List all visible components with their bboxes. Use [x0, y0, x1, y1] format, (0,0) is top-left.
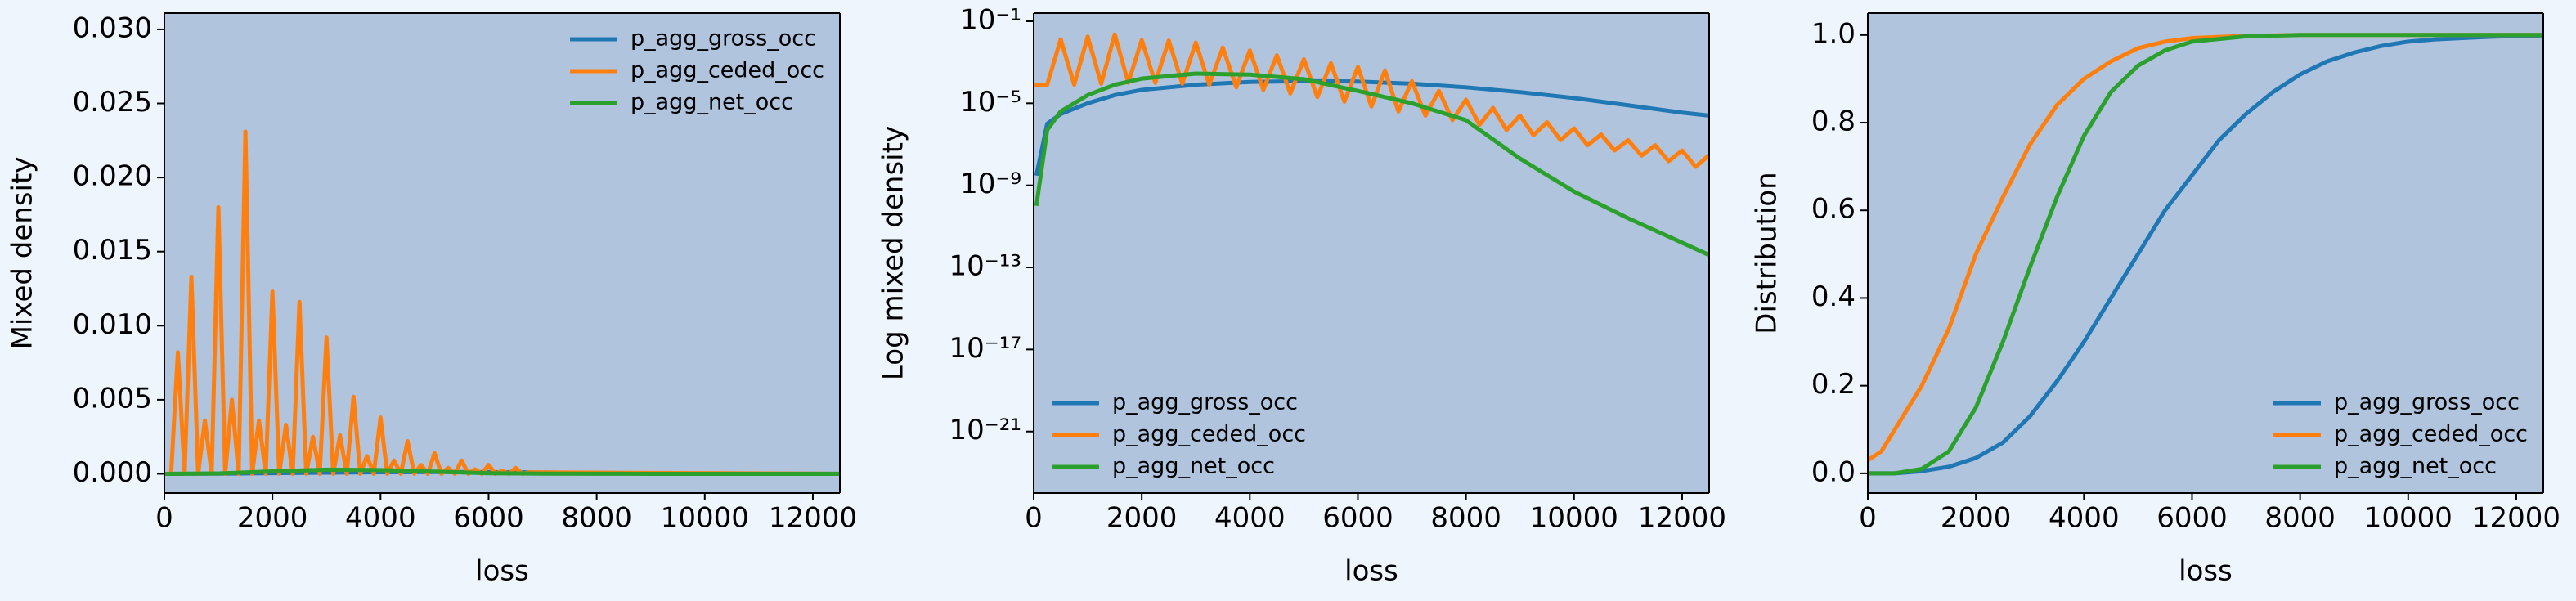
- x-tick-label: 0: [1025, 502, 1043, 535]
- y-tick-label: 0.6: [1811, 193, 1856, 226]
- y-tick-label: 0.015: [73, 234, 152, 267]
- y-tick-label: 0.005: [73, 382, 152, 415]
- x-tick-label: 2000: [1106, 502, 1178, 535]
- series-line: [164, 467, 840, 476]
- series-line: [164, 129, 840, 476]
- x-tick-label: 8000: [1430, 502, 1501, 535]
- legend-label: p_agg_net_occ: [1112, 454, 1275, 479]
- x-tick-label: 12000: [2472, 502, 2560, 535]
- legend-label: p_agg_net_occ: [631, 90, 793, 115]
- x-tick-label: 12000: [769, 502, 857, 535]
- y-tick-label: 10⁻¹: [960, 3, 1021, 36]
- legend: p_agg_gross_occ p_agg_ceded_occ p_agg_net_…: [1052, 390, 1306, 479]
- legend: p_agg_gross_occ p_agg_ceded_occ p_agg_net_…: [2273, 390, 2528, 479]
- x-tick-label: 4000: [2049, 502, 2120, 535]
- x-tick-label: 4000: [345, 502, 416, 535]
- series-line: [1868, 33, 2543, 476]
- plot-background: [1868, 13, 2543, 493]
- y-tick-label: 0.020: [73, 160, 152, 193]
- x-tick-label: 8000: [561, 502, 632, 535]
- subplot: 0 2000 4000 6000 8000 10000 12000 0.0 0.2 0.4 0.6 0…: [1751, 12, 2560, 588]
- x-tick-label: 0: [1859, 502, 1877, 535]
- series-line: [1034, 32, 1709, 169]
- x-tick-label: 12000: [1638, 502, 1726, 535]
- x-tick-label: 10000: [661, 502, 749, 535]
- series-line: [1034, 71, 1709, 258]
- x-axis-label: loss: [475, 555, 529, 588]
- y-tick-label: 10⁻⁹: [960, 168, 1021, 200]
- x-tick-label: 2000: [237, 502, 308, 535]
- subplot: 0 2000 4000 6000 8000 10000 12000 0.000 0.005 0.0…: [7, 11, 858, 587]
- y-tick-label: 0.010: [73, 308, 152, 341]
- x-tick-label: 2000: [1941, 502, 2012, 535]
- subplot: 0 2000 4000 6000 8000 10000 12000 10⁻¹ 10⁻⁵ 10⁻⁹ 1…: [877, 3, 1727, 587]
- y-tick-label: 0.2: [1811, 368, 1856, 401]
- y-tick-label: 0.000: [73, 456, 152, 489]
- y-tick-label: 10⁻¹⁷: [949, 332, 1021, 365]
- legend-label: p_agg_gross_occ: [1112, 390, 1298, 415]
- y-tick-label: 10⁻²¹: [949, 414, 1021, 446]
- legend-label: p_agg_ceded_occ: [1112, 422, 1306, 447]
- y-tick-label: 10⁻¹³: [949, 250, 1021, 283]
- legend: p_agg_gross_occ p_agg_ceded_occ p_agg_net_…: [570, 26, 824, 115]
- y-tick-label: 0.0: [1811, 455, 1856, 488]
- x-tick-label: 10000: [2364, 502, 2453, 535]
- legend-label: p_agg_gross_occ: [631, 26, 816, 52]
- x-tick-label: 4000: [1214, 502, 1286, 535]
- legend-label: p_agg_ceded_occ: [2334, 422, 2528, 447]
- y-tick-label: 0.4: [1811, 280, 1856, 313]
- x-tick-label: 6000: [453, 502, 524, 535]
- series-line: [1868, 33, 2543, 476]
- y-axis-label: Log mixed density: [877, 126, 910, 380]
- legend-label: p_agg_gross_occ: [2334, 390, 2520, 415]
- y-tick-label: 1.0: [1811, 17, 1856, 50]
- legend-label: p_agg_net_occ: [2334, 454, 2497, 479]
- series-line: [1868, 33, 2543, 462]
- y-tick-label: 10⁻⁵: [960, 86, 1021, 119]
- x-axis-label: loss: [1344, 555, 1398, 588]
- y-tick-label: 0.025: [73, 86, 152, 119]
- x-axis-label: loss: [2179, 555, 2233, 588]
- x-tick-label: 6000: [1322, 502, 1393, 535]
- y-axis-label: Mixed density: [7, 157, 39, 350]
- x-tick-label: 8000: [2264, 502, 2336, 535]
- x-tick-label: 10000: [1530, 502, 1618, 535]
- legend-label: p_agg_ceded_occ: [631, 58, 824, 83]
- y-tick-label: 0.8: [1811, 105, 1856, 138]
- y-tick-label: 0.030: [73, 11, 152, 44]
- x-tick-label: 0: [155, 502, 173, 535]
- y-axis-label: Distribution: [1751, 172, 1784, 334]
- x-tick-label: 6000: [2156, 502, 2228, 535]
